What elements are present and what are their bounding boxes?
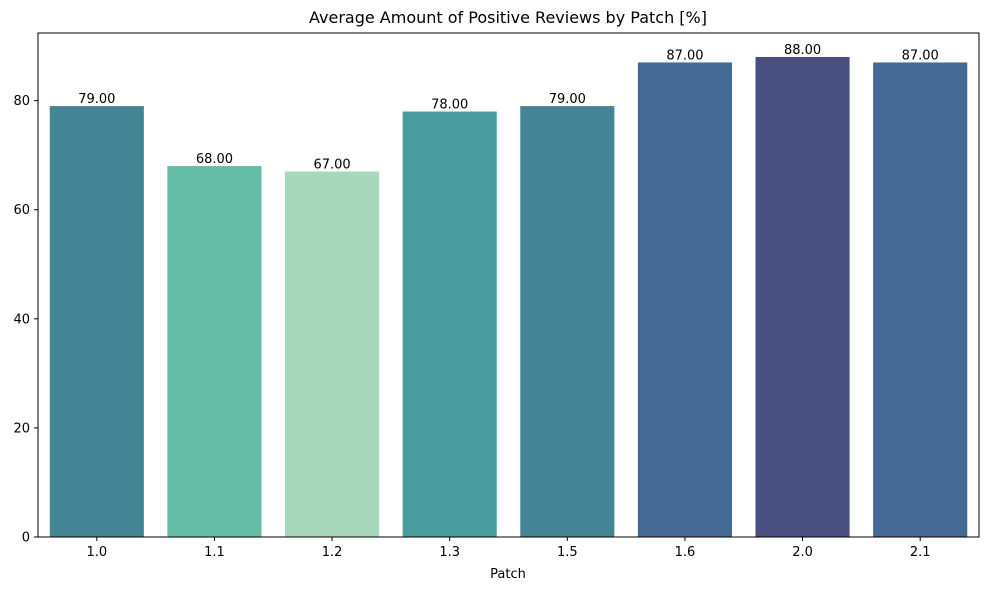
x-axis: 1.0 1.1 1.2 1.3 1.5 1.6 2.0 2.1: [86, 537, 931, 560]
data-label-1.6: 87.00: [666, 48, 703, 63]
x-tick-label: 1.1: [204, 545, 225, 560]
x-tick-label: 2.1: [910, 545, 931, 560]
chart-title: Average Amount of Positive Reviews by Pa…: [309, 8, 707, 27]
y-tick-label: 40: [13, 312, 30, 327]
data-label-1.3: 78.00: [431, 98, 468, 113]
x-tick-label: 1.5: [557, 545, 578, 560]
bar-1.0: [49, 106, 144, 537]
plot-frame: [37, 32, 980, 538]
data-label-1.0: 79.00: [78, 92, 115, 107]
bar-1.2: [285, 171, 380, 537]
y-tick-label: 20: [13, 421, 30, 436]
x-tick-label: 1.6: [675, 545, 696, 560]
y-tick-label: 60: [13, 203, 30, 218]
y-tick-label: 0: [22, 531, 30, 546]
data-label-2.1: 87.00: [902, 48, 939, 63]
bar-2.0: [755, 57, 850, 537]
y-axis: 0 20 40 60 80: [13, 94, 38, 546]
data-label-1.2: 67.00: [313, 158, 350, 173]
x-tick-label: 1.0: [86, 545, 107, 560]
data-label-2.0: 88.00: [784, 43, 821, 58]
data-labels-group: 79.00 68.00 67.00 78.00 79.00 87.00 88.00 87.00: [78, 43, 939, 173]
x-tick-label: 1.2: [322, 545, 343, 560]
bar-1.6: [637, 62, 732, 538]
data-label-1.5: 79.00: [549, 92, 586, 107]
bar-1.5: [520, 106, 615, 537]
bar-1.3: [402, 111, 497, 537]
x-axis-label: Patch: [490, 567, 526, 582]
bar-2.1: [873, 62, 968, 538]
x-tick-label: 2.0: [792, 545, 813, 560]
y-tick-label: 80: [13, 94, 30, 109]
bar-1.1: [167, 166, 262, 537]
bars-group: [49, 57, 968, 538]
data-label-1.1: 68.00: [196, 152, 233, 167]
x-tick-label: 1.3: [439, 545, 460, 560]
